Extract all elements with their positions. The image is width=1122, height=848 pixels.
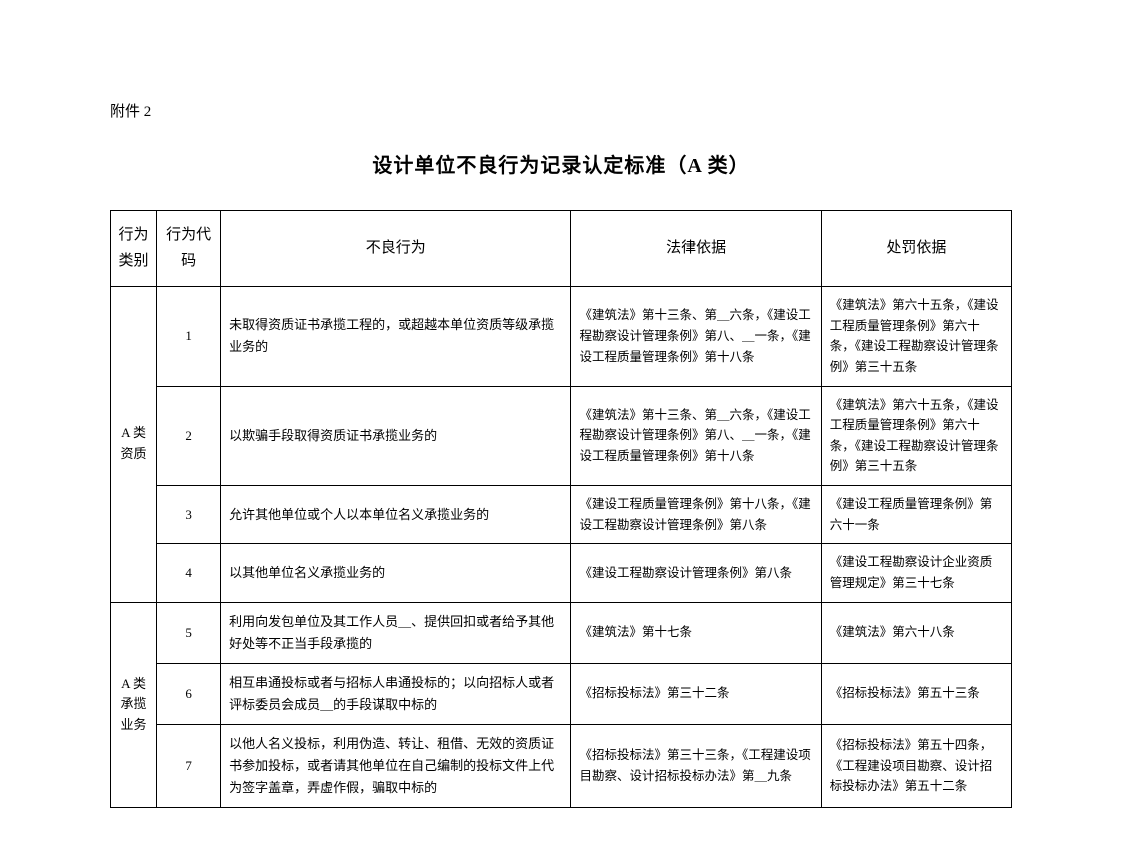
category-cell: A 类资质 — [111, 287, 157, 603]
penalty-basis-cell: 《建筑法》第六十五条，《建设工程质量管理条例》第六十条，《建设工程勘察设计管理条… — [821, 287, 1011, 387]
header-behavior: 不良行为 — [221, 211, 571, 287]
table-row: 7 以他人名义投标，利用伪造、转让、租借、无效的资质证书参加投标，或者请其他单位… — [111, 724, 1012, 807]
penalty-basis-cell: 《建筑法》第六十八条 — [821, 602, 1011, 663]
code-cell: 3 — [157, 486, 221, 544]
table-row: A 类承揽业务 5 利用向发包单位及其工作人员＿、提供回扣或者给予其他好处等不正… — [111, 602, 1012, 663]
penalty-basis-cell: 《建筑法》第六十五条，《建设工程质量管理条例》第六十条，《建设工程勘察设计管理条… — [821, 386, 1011, 486]
behavior-cell: 相互串通投标或者与招标人串通投标的；以向招标人或者评标委员会成员＿的手段谋取中标… — [221, 663, 571, 724]
table-row: 6 相互串通投标或者与招标人串通投标的；以向招标人或者评标委员会成员＿的手段谋取… — [111, 663, 1012, 724]
code-cell: 6 — [157, 663, 221, 724]
behavior-cell: 以其他单位名义承揽业务的 — [221, 544, 571, 602]
table-row: A 类资质 1 未取得资质证书承揽工程的，或超越本单位资质等级承揽业务的 《建筑… — [111, 287, 1012, 387]
legal-basis-cell: 《建筑法》第十三条、第＿六条，《建设工程勘察设计管理条例》第八、＿一条，《建设工… — [571, 287, 821, 387]
behavior-cell: 未取得资质证书承揽工程的，或超越本单位资质等级承揽业务的 — [221, 287, 571, 387]
legal-basis-cell: 《招标投标法》第三十二条 — [571, 663, 821, 724]
behavior-cell: 以他人名义投标，利用伪造、转让、租借、无效的资质证书参加投标，或者请其他单位在自… — [221, 724, 571, 807]
behavior-cell: 利用向发包单位及其工作人员＿、提供回扣或者给予其他好处等不正当手段承揽的 — [221, 602, 571, 663]
legal-basis-cell: 《建筑法》第十七条 — [571, 602, 821, 663]
document-title: 设计单位不良行为记录认定标准（A 类） — [110, 149, 1012, 178]
legal-basis-cell: 《建设工程勘察设计管理条例》第八条 — [571, 544, 821, 602]
code-cell: 2 — [157, 386, 221, 486]
penalty-basis-cell: 《招标投标法》第五十四条，《工程建设项目勘察、设计招标投标办法》第五十二条 — [821, 724, 1011, 807]
code-cell: 1 — [157, 287, 221, 387]
attachment-label: 附件 2 — [110, 100, 1012, 121]
code-cell: 5 — [157, 602, 221, 663]
penalty-basis-cell: 《建设工程质量管理条例》第六十一条 — [821, 486, 1011, 544]
legal-basis-cell: 《建设工程质量管理条例》第十八条，《建设工程勘察设计管理条例》第八条 — [571, 486, 821, 544]
behavior-cell: 以欺骗手段取得资质证书承揽业务的 — [221, 386, 571, 486]
penalty-basis-cell: 《招标投标法》第五十三条 — [821, 663, 1011, 724]
code-cell: 4 — [157, 544, 221, 602]
code-cell: 7 — [157, 724, 221, 807]
table-row: 2 以欺骗手段取得资质证书承揽业务的 《建筑法》第十三条、第＿六条，《建设工程勘… — [111, 386, 1012, 486]
legal-basis-cell: 《建筑法》第十三条、第＿六条，《建设工程勘察设计管理条例》第八、＿一条，《建设工… — [571, 386, 821, 486]
header-penalty-basis: 处罚依据 — [821, 211, 1011, 287]
penalty-basis-cell: 《建设工程勘察设计企业资质管理规定》第三十七条 — [821, 544, 1011, 602]
standards-table: 行为类别 行为代码 不良行为 法律依据 处罚依据 A 类资质 1 未取得资质证书… — [110, 210, 1012, 808]
header-category: 行为类别 — [111, 211, 157, 287]
table-row: 4 以其他单位名义承揽业务的 《建设工程勘察设计管理条例》第八条 《建设工程勘察… — [111, 544, 1012, 602]
legal-basis-cell: 《招标投标法》第三十三条，《工程建设项目勘察、设计招标投标办法》第＿九条 — [571, 724, 821, 807]
table-row: 3 允许其他单位或个人以本单位名义承揽业务的 《建设工程质量管理条例》第十八条，… — [111, 486, 1012, 544]
header-code: 行为代码 — [157, 211, 221, 287]
header-legal-basis: 法律依据 — [571, 211, 821, 287]
behavior-cell: 允许其他单位或个人以本单位名义承揽业务的 — [221, 486, 571, 544]
table-header-row: 行为类别 行为代码 不良行为 法律依据 处罚依据 — [111, 211, 1012, 287]
category-cell: A 类承揽业务 — [111, 602, 157, 808]
